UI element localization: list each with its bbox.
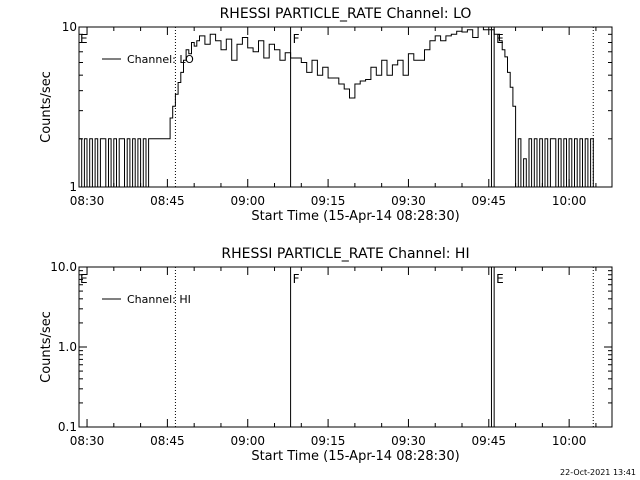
y-tick-label: 0.1 xyxy=(58,420,77,434)
x-tick-label: 09:15 xyxy=(311,434,346,448)
chart-title: RHESSI PARTICLE_RATE Channel: LO xyxy=(220,6,472,22)
chart-panel-lo: RHESSI PARTICLE_RATE Channel: LO 08:30 08:… xyxy=(39,6,613,224)
x-tick-label: 08:30 xyxy=(70,194,105,208)
event-marker-label: E xyxy=(496,272,504,286)
x-tick-label: 09:00 xyxy=(230,194,265,208)
chart-title: RHESSI PARTICLE_RATE Channel: HI xyxy=(221,246,469,262)
event-marker-label: E xyxy=(80,272,88,286)
event-marker-label: F xyxy=(293,272,300,286)
x-tick-label: 09:45 xyxy=(471,194,506,208)
legend-entry: Channel: LO xyxy=(127,53,194,66)
legend-entry: Channel: HI xyxy=(127,293,191,306)
plot-frame xyxy=(78,26,613,188)
event-marker-label: F xyxy=(293,32,300,46)
x-axis-label: Start Time (15-Apr-14 08:28:30) xyxy=(251,209,459,224)
y-tick-label: 10.0 xyxy=(50,260,77,274)
event-marker-label: E xyxy=(80,32,88,46)
generation-timestamp: 22-Oct-2021 13:41 xyxy=(560,468,636,477)
y-tick-label: 10 xyxy=(62,20,77,34)
x-tick-label: 10:00 xyxy=(552,194,587,208)
y-axis-label: Counts/sec xyxy=(39,71,54,143)
x-tick-label: 09:30 xyxy=(391,434,426,448)
y-tick-label: 1 xyxy=(69,180,77,194)
chart-panel-hi: RHESSI PARTICLE_RATE Channel: HI 08:30 08:… xyxy=(39,246,613,464)
x-tick-label: 08:45 xyxy=(150,434,185,448)
x-tick-label: 09:30 xyxy=(391,194,426,208)
x-tick-label: 09:45 xyxy=(471,434,506,448)
y-axis-label: Counts/sec xyxy=(39,311,54,383)
x-tick-label: 09:15 xyxy=(311,194,346,208)
data-series-line-channel-lo xyxy=(79,26,598,188)
x-axis-label: Start Time (15-Apr-14 08:28:30) xyxy=(251,449,459,464)
x-tick-label: 10:00 xyxy=(552,434,587,448)
x-tick-label: 08:30 xyxy=(70,434,105,448)
x-tick-label: 09:00 xyxy=(230,434,265,448)
y-tick-label: 1.0 xyxy=(58,340,77,354)
x-tick-label: 08:45 xyxy=(150,194,185,208)
